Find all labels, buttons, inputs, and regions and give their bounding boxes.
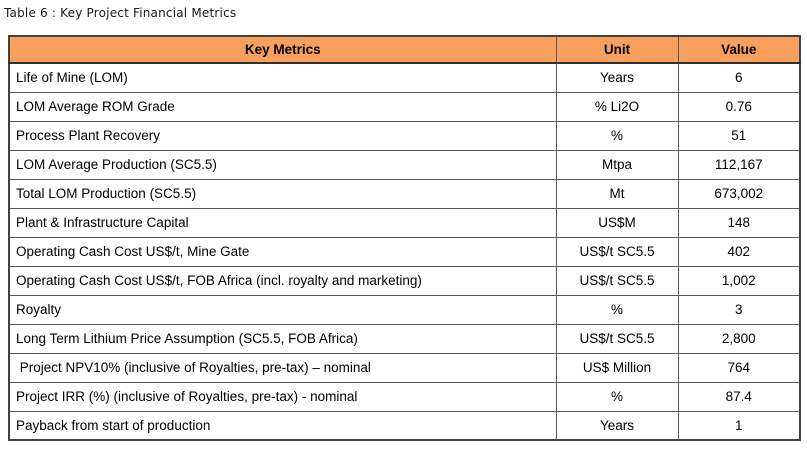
unit-cell: % — [555, 381, 679, 412]
financial-metrics-table: Key Metrics Unit Value Life of Mine (LOM… — [8, 35, 801, 441]
metric-cell: LOM Average ROM Grade — [8, 91, 557, 122]
unit-cell: US$/t SC5.5 — [555, 236, 679, 267]
table-row: Plant & Infrastructure Capital US$M 148 — [8, 207, 801, 238]
value-cell: 764 — [677, 352, 801, 383]
header-row: Key Metrics Unit Value — [8, 35, 801, 64]
value-cell: 3 — [677, 294, 801, 325]
unit-cell: % Li2O — [555, 91, 679, 122]
table-caption: Table 6 : Key Project Financial Metrics — [4, 6, 237, 20]
metric-cell: Payback from start of production — [8, 410, 557, 441]
unit-cell: Mtpa — [555, 149, 679, 180]
metric-cell: Total LOM Production (SC5.5) — [8, 178, 557, 209]
table-row: Long Term Lithium Price Assumption (SC5.… — [8, 323, 801, 354]
metric-cell: Plant & Infrastructure Capital — [8, 207, 557, 238]
value-cell: 51 — [677, 120, 801, 151]
table-row: Project NPV10% (inclusive of Royalties, … — [8, 352, 801, 383]
unit-cell: % — [555, 294, 679, 325]
table-row: Operating Cash Cost US$/t, FOB Africa (i… — [8, 265, 801, 296]
value-cell: 6 — [677, 62, 801, 93]
column-header-unit: Unit — [555, 35, 679, 64]
unit-cell: US$ Million — [555, 352, 679, 383]
unit-cell: % — [555, 120, 679, 151]
metric-cell: LOM Average Production (SC5.5) — [8, 149, 557, 180]
table-row: Royalty% 3 — [8, 294, 801, 325]
table-row: LOM Average Production (SC5.5) Mtpa 112,16… — [8, 149, 801, 180]
table-row: LOM Average ROM Grade% Li2O 0.76 — [8, 91, 801, 122]
column-header-value: Value — [677, 35, 801, 64]
metric-cell: Process Plant Recovery — [8, 120, 557, 151]
column-header-key-metrics: Key Metrics — [8, 35, 557, 64]
table-header: Key Metrics Unit Value — [8, 35, 801, 64]
metric-cell: Operating Cash Cost US$/t, FOB Africa (i… — [8, 265, 557, 296]
table-row: Life of Mine (LOM) Years 6 — [8, 62, 801, 93]
value-cell: 87.4 — [677, 381, 801, 412]
table-row: Operating Cash Cost US$/t, Mine Gate US$/… — [8, 236, 801, 267]
value-cell: 673,002 — [677, 178, 801, 209]
metric-cell: Project IRR (%) (inclusive of Royalties,… — [8, 381, 557, 412]
unit-cell: Years — [555, 410, 679, 441]
value-cell: 402 — [677, 236, 801, 267]
table-row: Payback from start of production Years 1 — [8, 410, 801, 441]
value-cell: 148 — [677, 207, 801, 238]
value-cell: 1,002 — [677, 265, 801, 296]
metric-cell: Project NPV10% (inclusive of Royalties, … — [8, 352, 557, 383]
table-row: Project IRR (%) (inclusive of Royalties,… — [8, 381, 801, 412]
metric-cell: Life of Mine (LOM) — [8, 62, 557, 93]
value-cell: 0.76 — [677, 91, 801, 122]
table-body: Life of Mine (LOM) Years 6 LOM Average ROM … — [8, 62, 801, 441]
value-cell: 2,800 — [677, 323, 801, 354]
unit-cell: Mt — [555, 178, 679, 209]
metric-cell: Royalty — [8, 294, 557, 325]
table-row: Process Plant Recovery% 51 — [8, 120, 801, 151]
value-cell: 1 — [677, 410, 801, 441]
table-row: Total LOM Production (SC5.5) Mt 673,002 — [8, 178, 801, 209]
metric-cell: Operating Cash Cost US$/t, Mine Gate — [8, 236, 557, 267]
value-cell: 112,167 — [677, 149, 801, 180]
metric-cell: Long Term Lithium Price Assumption (SC5.… — [8, 323, 557, 354]
unit-cell: Years — [555, 62, 679, 93]
unit-cell: US$/t SC5.5 — [555, 323, 679, 354]
unit-cell: US$M — [555, 207, 679, 238]
unit-cell: US$/t SC5.5 — [555, 265, 679, 296]
